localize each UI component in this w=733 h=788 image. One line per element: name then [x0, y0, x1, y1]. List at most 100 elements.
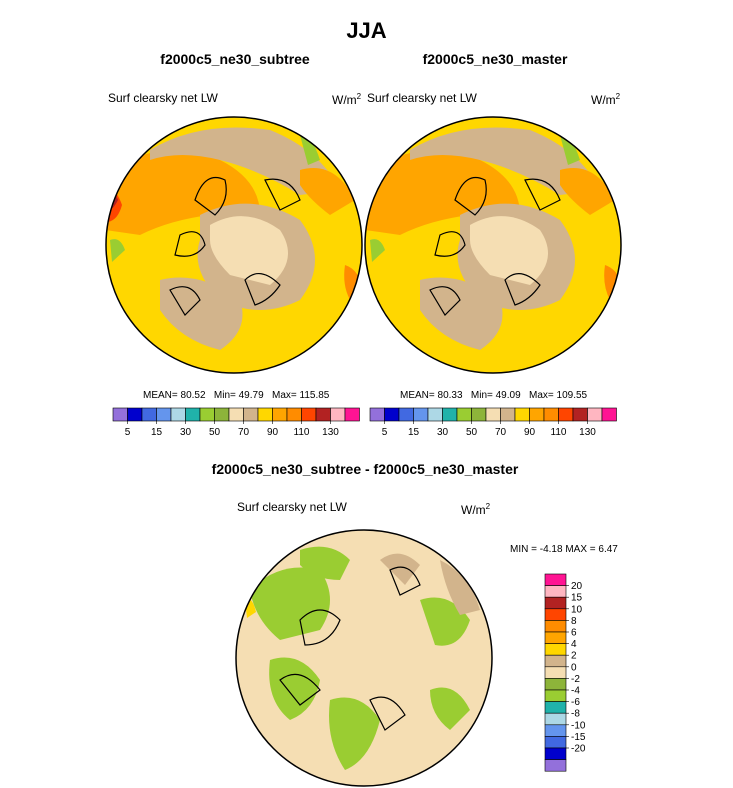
colorbar-master-tick-label: 130 [579, 427, 596, 438]
map-diff [235, 529, 493, 787]
colorbar-diff-tick-label: -2 [571, 674, 580, 685]
colorbar-master-swatch [471, 407, 487, 422]
colorbar-diff-swatch [544, 666, 567, 679]
colorbar-subtree-swatch [243, 407, 259, 422]
colorbar-diff-tick-label: -4 [571, 686, 580, 697]
colorbar-master-swatch [543, 407, 559, 422]
map-subtree [105, 116, 363, 374]
panel-subtree-variable-label: Surf clearsky net LW [108, 91, 218, 105]
colorbar-diff-swatch [544, 585, 567, 598]
colorbar-subtree-tick-label: 70 [238, 427, 250, 438]
colorbar-master-swatch [485, 407, 501, 422]
colorbar-master-swatch [572, 407, 588, 422]
colorbar-diff-swatch [544, 712, 567, 726]
colorbar-diff-tick-label: -20 [571, 744, 586, 755]
colorbar-master-swatch [456, 407, 472, 422]
panel-diff-stats: MIN = -4.18 MAX = 6.47 [510, 544, 618, 555]
colorbar-subtree-swatch [257, 407, 273, 422]
colorbar-master-swatch [514, 407, 530, 422]
colorbar-diff-swatch [544, 631, 567, 644]
colorbar-diff-swatch [544, 689, 567, 702]
colorbar-diff-tick-label: 8 [571, 616, 577, 627]
colorbar-diff-tick-label: 6 [571, 628, 577, 639]
colorbar-master: 5 15 30 50 70 90 110 130 [369, 407, 617, 438]
colorbar-diff-tick-label: 10 [571, 604, 583, 615]
colorbar-subtree-tick-label: 90 [267, 427, 279, 438]
colorbar-master-swatch [587, 407, 603, 422]
map-master [364, 116, 622, 374]
colorbar-subtree-swatch [112, 407, 128, 422]
colorbar-master-tick-label: 50 [466, 427, 478, 438]
colorbar-master-swatch [529, 407, 545, 422]
colorbar-diff-swatch [544, 596, 567, 610]
colorbar-master-tick-label: 5 [382, 427, 388, 438]
colorbar-diff-swatch [544, 747, 567, 760]
colorbar-subtree-swatch [127, 407, 143, 422]
colorbar-master-tick-label: 110 [551, 427, 567, 438]
colorbar-diff-swatch [544, 724, 567, 737]
colorbar-subtree-swatch [315, 407, 331, 422]
colorbar-subtree-swatch [286, 407, 302, 422]
colorbar-diff-swatch [544, 654, 567, 668]
panel-master-stats: MEAN= 80.33 Min= 49.09 Max= 109.55 [400, 390, 588, 401]
colorbar-master-swatch [427, 407, 443, 422]
colorbar-subtree-tick-label: 30 [180, 427, 192, 438]
colorbar-diff-swatch [544, 573, 567, 586]
colorbar-master-swatch [558, 407, 574, 422]
colorbar-master-swatch [369, 407, 385, 422]
colorbar-diff-swatch [544, 736, 567, 749]
panel-diff-variable-label: Surf clearsky net LW [237, 500, 347, 514]
colorbar-subtree-swatch [141, 407, 157, 422]
colorbar-diff-tick-label: -15 [571, 732, 586, 743]
colorbar-master-tick-label: 30 [437, 427, 449, 438]
colorbar-master-tick-label: 15 [408, 427, 420, 438]
colorbar-master-swatch [384, 407, 400, 422]
colorbar-subtree-swatch [199, 407, 215, 422]
colorbar-diff-tick-label: -10 [571, 720, 586, 731]
colorbar-diff-tick-label: 2 [571, 651, 577, 662]
colorbar-diff-tick-label: -6 [571, 697, 580, 708]
colorbar-subtree-swatch [156, 407, 172, 422]
panel-subtree-units: W/m2 [332, 92, 362, 107]
colorbar-subtree-swatch [228, 407, 244, 422]
colorbar-master-swatch [413, 407, 429, 422]
colorbar-subtree-swatch [170, 407, 186, 422]
colorbar-diff-swatch [544, 701, 567, 714]
colorbar-diff-swatch [544, 620, 567, 633]
colorbar-master-swatch [398, 407, 414, 422]
colorbar-diff-swatch [544, 643, 567, 656]
colorbar-subtree-swatch [344, 407, 360, 422]
colorbar-subtree-swatch [214, 407, 230, 422]
colorbar-subtree-swatch [272, 407, 288, 422]
panel-diff-title: f2000c5_ne30_subtree - f2000c5_ne30_mast… [211, 461, 519, 477]
colorbar-subtree: 5 15 30 50 70 90 110 130 [112, 407, 360, 438]
colorbar-subtree-swatch [185, 407, 201, 422]
panel-master-units: W/m2 [591, 92, 621, 107]
colorbar-master-swatch [500, 407, 516, 422]
colorbar-diff-tick-label: 20 [571, 581, 583, 592]
colorbar-subtree-tick-label: 5 [125, 427, 131, 438]
colorbar-diff-swatch [544, 678, 567, 691]
panel-subtree-stats: MEAN= 80.52 Min= 49.79 Max= 115.85 [143, 390, 330, 401]
panel-master-variable-label: Surf clearsky net LW [367, 91, 477, 105]
colorbar-subtree-tick-label: 15 [151, 427, 163, 438]
colorbar-subtree-tick-label: 110 [294, 427, 310, 438]
panel-diff-units: W/m2 [461, 502, 491, 517]
colorbar-diff-swatch [544, 608, 567, 621]
colorbar-subtree-swatch [301, 407, 317, 422]
panel-master-title: f2000c5_ne30_master [422, 51, 568, 67]
colorbar-master-tick-label: 70 [495, 427, 507, 438]
panel-subtree-title: f2000c5_ne30_subtree [160, 51, 310, 67]
page-title: JJA [346, 18, 387, 43]
colorbar-master-swatch [601, 407, 617, 422]
colorbar-diff-tick-label: 0 [571, 662, 577, 673]
colorbar-subtree-tick-label: 50 [209, 427, 221, 438]
colorbar-master-tick-label: 90 [524, 427, 536, 438]
colorbar-diff-swatch [544, 759, 567, 772]
colorbar-diff-tick-label: 4 [571, 639, 577, 650]
colorbar-master-swatch [442, 407, 458, 422]
colorbar-subtree-tick-label: 130 [322, 427, 339, 438]
colorbar-diff-tick-label: 15 [571, 593, 583, 604]
